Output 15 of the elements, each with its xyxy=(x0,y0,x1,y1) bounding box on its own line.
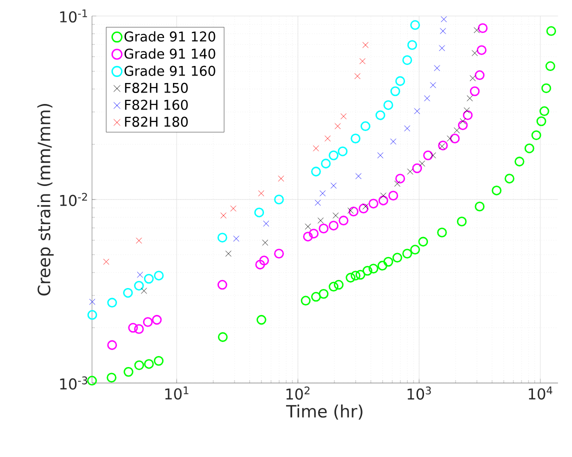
x-tick-label: 10$^{2}$ xyxy=(286,386,310,400)
legend-label: Grade 91 140 xyxy=(124,48,216,59)
legend-label: F82H 150 xyxy=(125,82,188,93)
legend-label: F82H 160 xyxy=(125,100,188,110)
x-tick-label: 10$^{4}$ xyxy=(528,386,552,400)
legend-label: Grade 91 160 xyxy=(124,66,216,76)
y-axis-title: Creep strain (mm/mm) xyxy=(37,104,54,296)
y-tick-label: 10$^{-3}$ xyxy=(60,376,88,390)
y-tick-label: 10$^{-2}$ xyxy=(60,192,87,206)
y-tick-label: 10$^{-1}$ xyxy=(60,9,88,23)
x-tick-label: 10$^{3}$ xyxy=(408,386,431,400)
x-tick-label: 10$^{1}$ xyxy=(165,386,188,400)
legend-label: Grade 91 120 xyxy=(124,31,216,42)
legend-label: F82H 180 xyxy=(125,116,188,127)
x-axis-title: Time (hr) xyxy=(286,404,362,420)
